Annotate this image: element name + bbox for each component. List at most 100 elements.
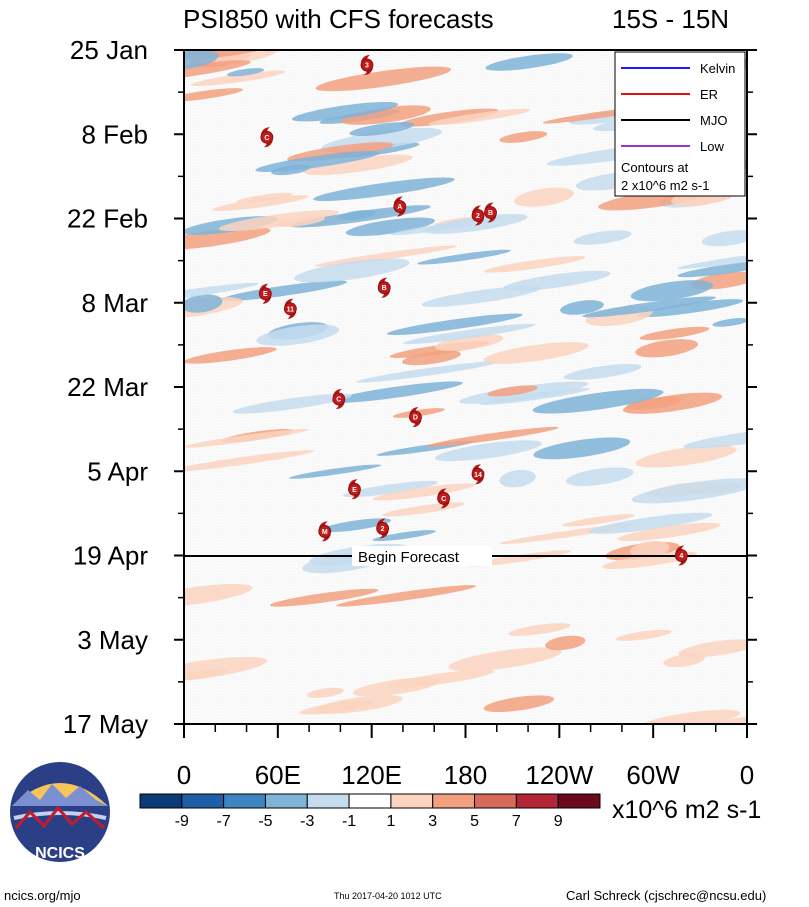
field-blob bbox=[390, 218, 503, 236]
colorbar-label: 3 bbox=[428, 813, 437, 830]
field-blob bbox=[306, 687, 344, 698]
field-blob bbox=[402, 350, 461, 366]
x-tick-label: 60W bbox=[626, 760, 680, 790]
y-tick-label: 25 Jan bbox=[70, 35, 148, 65]
storm-label: A bbox=[397, 204, 402, 211]
field-blob bbox=[221, 280, 348, 301]
field-blob bbox=[499, 469, 536, 488]
storm-label: E bbox=[352, 487, 357, 494]
colorbar-label: 7 bbox=[512, 813, 521, 830]
field-blob bbox=[483, 342, 589, 364]
field-blob bbox=[236, 192, 293, 203]
field-blob bbox=[226, 68, 265, 77]
storm-marker: 2 bbox=[376, 518, 390, 539]
field-blob bbox=[631, 478, 747, 504]
field-blob bbox=[184, 428, 309, 448]
field-blob bbox=[184, 656, 268, 683]
field-blob bbox=[630, 280, 714, 302]
field-blob bbox=[352, 677, 440, 697]
storm-markers: 3 C A 2 B E B 11 C D 14 E C 2 M 4 bbox=[258, 55, 688, 566]
field-blob bbox=[545, 635, 586, 651]
field-blob bbox=[399, 108, 499, 127]
field-blob bbox=[435, 334, 504, 351]
field-blob bbox=[276, 216, 326, 228]
x-tick-label: 120W bbox=[525, 760, 593, 790]
storm-label: B bbox=[382, 285, 387, 292]
field-blob bbox=[299, 700, 373, 715]
storm-marker: M bbox=[318, 521, 332, 542]
field-blob bbox=[417, 249, 511, 265]
colorbar-swatch bbox=[432, 793, 476, 809]
field-blob bbox=[403, 323, 536, 345]
y-axis: 25 Jan 8 Feb 22 Feb 8 Mar 22 Mar 5 Apr 19 Apr 3… bbox=[63, 35, 757, 739]
field-blob bbox=[582, 296, 717, 318]
field-blob bbox=[428, 108, 531, 126]
field-blob bbox=[184, 347, 277, 364]
field-blob bbox=[562, 514, 635, 527]
colorbar-label: 5 bbox=[470, 813, 479, 830]
x-axis: 0 60E 120E 180 120W 60W 0 bbox=[177, 724, 754, 790]
legend-label: Kelvin bbox=[700, 61, 735, 76]
colorbar-swatch bbox=[557, 793, 601, 809]
colorbar-swatch bbox=[264, 793, 308, 809]
y-tick-label: 8 Mar bbox=[82, 288, 149, 318]
storm-marker: 3 bbox=[360, 55, 374, 76]
contours-label-2: 2 x10^6 m2 s-1 bbox=[621, 178, 709, 193]
field-blob bbox=[313, 177, 455, 202]
x-tick-label: 120E bbox=[341, 760, 402, 790]
storm-label: 2 bbox=[476, 213, 480, 220]
storm-marker: C bbox=[437, 488, 451, 509]
field-blob bbox=[269, 588, 379, 607]
field-blob bbox=[304, 154, 413, 176]
field-blob bbox=[712, 318, 747, 327]
field-blob bbox=[288, 464, 382, 479]
x-tick-label: 180 bbox=[444, 760, 487, 790]
y-tick-label: 8 Feb bbox=[82, 119, 149, 149]
field-blob bbox=[184, 294, 223, 313]
field-blob bbox=[487, 385, 538, 397]
x-tick-label: 60E bbox=[255, 760, 301, 790]
ncics-logo-text: NCICS bbox=[35, 845, 85, 862]
field-blob bbox=[448, 647, 562, 672]
colorbar-swatch bbox=[223, 793, 266, 809]
storm-marker: E bbox=[258, 283, 272, 304]
field-blob bbox=[184, 282, 259, 304]
storm-marker: 4 bbox=[674, 545, 688, 566]
field-blob bbox=[617, 522, 721, 542]
colorbar-label: -7 bbox=[217, 813, 231, 830]
storm-marker: B bbox=[484, 202, 497, 223]
field-blob bbox=[573, 230, 632, 245]
colorbar-swatch bbox=[348, 793, 392, 809]
footer-author: Carl Schreck (cjschrec@ncsu.edu) bbox=[566, 888, 766, 903]
colorbar-label: 9 bbox=[554, 813, 563, 830]
field-blob bbox=[701, 230, 747, 247]
field-blob bbox=[331, 381, 463, 403]
field-blob bbox=[499, 131, 548, 143]
storm-label: 4 bbox=[679, 553, 683, 560]
field-blob bbox=[514, 187, 574, 207]
field-blob bbox=[616, 629, 672, 641]
field-blob bbox=[639, 326, 710, 341]
colorbar-swatch bbox=[515, 793, 559, 809]
storm-label: 11 bbox=[287, 306, 295, 313]
colorbar-swatch bbox=[139, 793, 183, 809]
forecast-label-bg bbox=[352, 546, 492, 566]
y-tick-label: 17 May bbox=[63, 709, 148, 739]
storm-label: 14 bbox=[474, 472, 482, 479]
legend-label: MJO bbox=[700, 113, 727, 128]
colorbar-swatch bbox=[181, 793, 225, 809]
field-blob bbox=[563, 364, 642, 380]
field-blob bbox=[218, 209, 339, 231]
colorbar-swatch bbox=[474, 793, 517, 809]
field-blob bbox=[314, 245, 458, 267]
field-blob bbox=[560, 300, 604, 315]
field-blob bbox=[565, 467, 634, 486]
field-blob bbox=[532, 388, 664, 414]
storm-label: B bbox=[488, 210, 493, 217]
colorbar-label: -1 bbox=[342, 813, 356, 830]
field-blob bbox=[677, 260, 747, 278]
field-blob bbox=[467, 550, 572, 567]
field-blob bbox=[184, 60, 251, 82]
storm-label: 2 bbox=[381, 526, 385, 533]
